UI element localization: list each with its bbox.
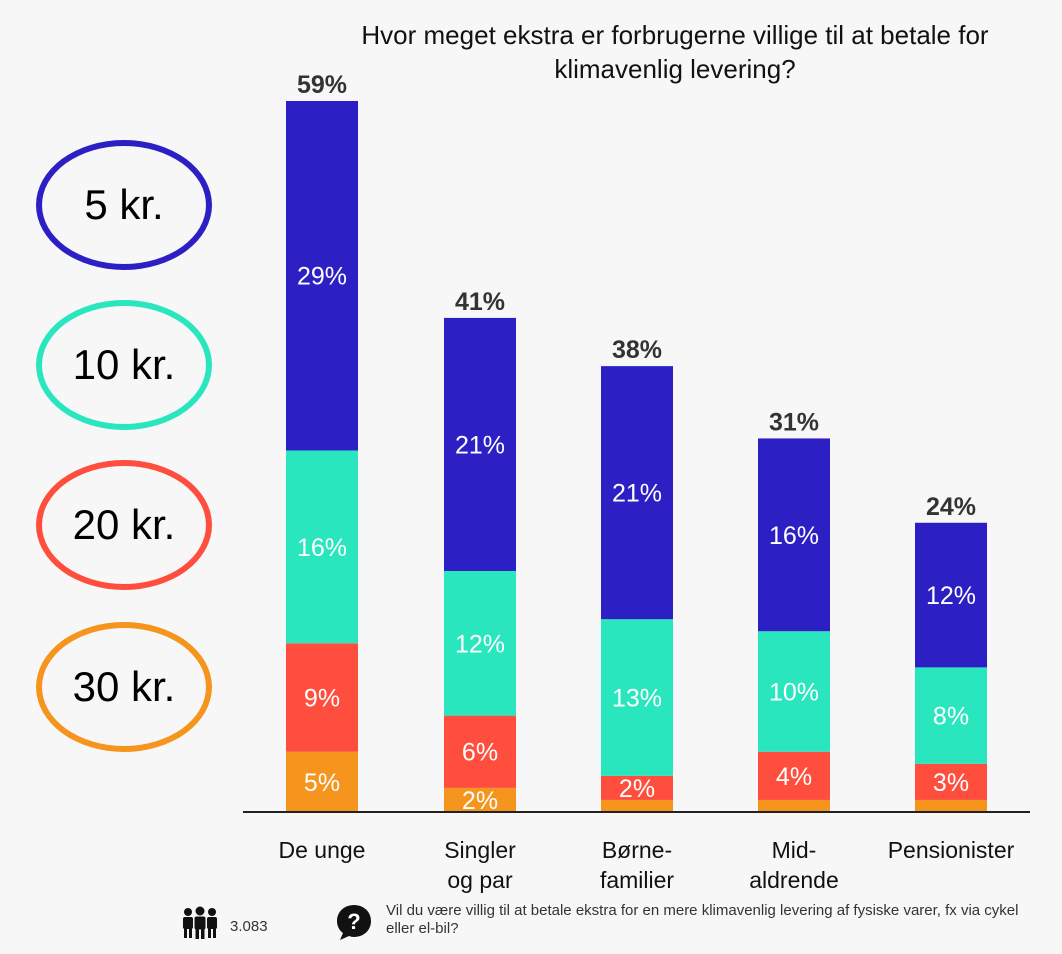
bar-segment xyxy=(601,366,673,620)
legend-item-10-kr: 10 kr. xyxy=(36,300,212,430)
bar-segment xyxy=(915,799,987,812)
bar-value-label: 4% xyxy=(776,763,812,791)
svg-text:?: ? xyxy=(347,909,360,934)
stacked-bar-chart: 5% 9% 16% 29% 59% De unge 2% 6% 12% 21% 41% Singler… xyxy=(243,71,1030,893)
bar-total-label: 38% xyxy=(612,336,662,364)
category-label: Mid- xyxy=(772,837,817,863)
bar-value-label: 8% xyxy=(933,703,969,731)
legend-item-20-kr: 20 kr. xyxy=(36,460,212,590)
bar-segment xyxy=(601,799,673,812)
legend-label: 10 kr. xyxy=(72,341,176,388)
bar-segment xyxy=(915,667,987,764)
bar-value-label: 21% xyxy=(455,431,505,459)
bar-value-label: 16% xyxy=(769,522,819,550)
bar-value-label: 16% xyxy=(297,534,347,562)
people-icon xyxy=(183,906,217,939)
legend-label: 30 kr. xyxy=(72,663,176,710)
category-label: Børne- xyxy=(602,837,672,863)
bar-value-label: 5% xyxy=(304,769,340,797)
legend-item-5-kr: 5 kr. xyxy=(36,140,212,270)
respondent-count: 3.083 xyxy=(230,918,268,935)
bar-segment xyxy=(286,751,358,812)
bar-value-label: 3% xyxy=(933,769,969,797)
category-label: aldrende xyxy=(749,867,839,893)
legend-label: 20 kr. xyxy=(72,501,176,548)
category-label: De unge xyxy=(279,837,366,863)
question-icon: ? xyxy=(337,905,371,940)
category-label: familier xyxy=(600,867,674,893)
bar-segment xyxy=(601,619,673,776)
legend-item-30-kr: 30 kr. xyxy=(36,622,212,752)
bar-segment xyxy=(915,522,987,668)
bar-total-label: 59% xyxy=(297,71,347,99)
bar-value-label: 10% xyxy=(769,678,819,706)
category-label: Pensionister xyxy=(888,837,1015,863)
bar-total-label: 41% xyxy=(455,288,505,316)
category-label: Singler xyxy=(444,837,516,863)
bar-segment xyxy=(286,450,358,644)
bar-value-label: 13% xyxy=(612,685,662,713)
category-label: og par xyxy=(447,867,513,893)
bar-segment xyxy=(758,799,830,812)
bar-value-label: 12% xyxy=(926,582,976,610)
bar-segment xyxy=(444,570,516,716)
bar-value-label: 29% xyxy=(297,263,347,291)
bar-segment xyxy=(444,715,516,788)
bar-value-label: 2% xyxy=(619,775,655,803)
bar-value-label: 2% xyxy=(462,787,498,815)
bar-value-label: 9% xyxy=(304,685,340,713)
bar-segment xyxy=(758,751,830,800)
bar-segment xyxy=(286,643,358,752)
bar-segment xyxy=(915,763,987,800)
chart-title: Hvor meget ekstra er forbrugerne villige… xyxy=(361,20,989,84)
bar-value-label: 12% xyxy=(455,630,505,658)
bar-segment xyxy=(601,775,673,800)
bar-segment xyxy=(758,438,830,632)
bar-value-label: 21% xyxy=(612,480,662,508)
bar-segment xyxy=(444,317,516,571)
bar-value-label: 6% xyxy=(462,739,498,767)
bar-segment xyxy=(758,631,830,752)
survey-question: Vil du være villig til at betale ekstra … xyxy=(386,902,1019,937)
legend-label: 5 kr. xyxy=(84,181,164,228)
bar-total-label: 31% xyxy=(769,408,819,436)
bar-segment xyxy=(444,787,516,812)
bar-segment xyxy=(286,101,358,451)
bar-total-label: 24% xyxy=(926,493,976,521)
